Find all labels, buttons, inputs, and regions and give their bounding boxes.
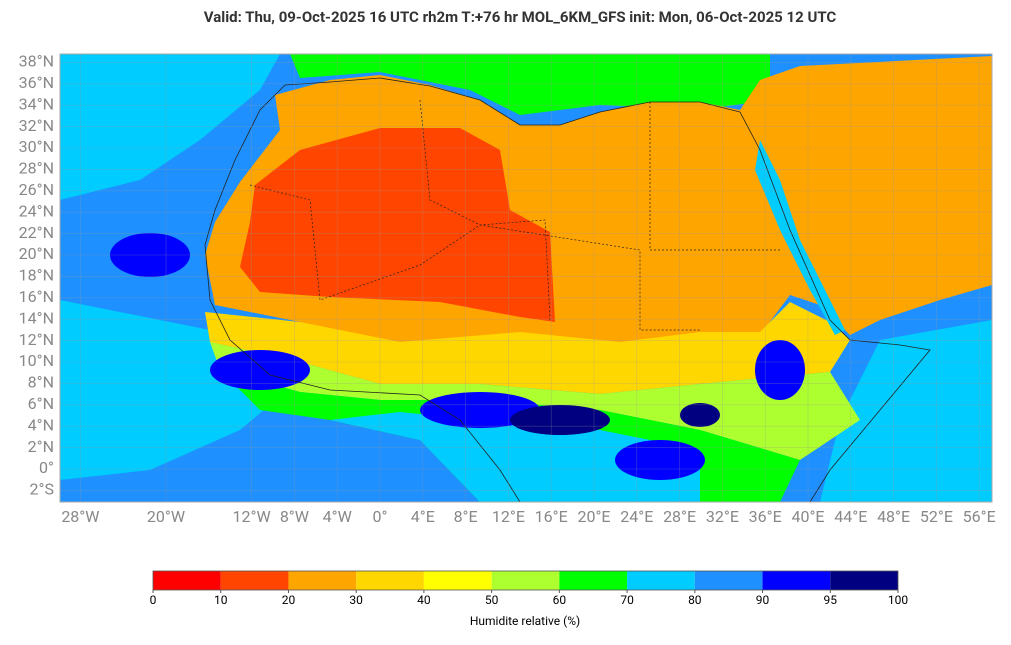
colorbar-tick-label: 30 [349, 593, 363, 607]
land-green-light [210, 342, 860, 460]
wet-patch [210, 350, 310, 390]
lat-label: 34°N [19, 94, 54, 113]
wet-patch [755, 340, 805, 400]
colorbar-segment [356, 571, 424, 590]
wet-patch [110, 233, 190, 277]
lon-label: 4°E [411, 507, 435, 526]
colorbar-segment [491, 571, 560, 590]
lon-label: 56°E [963, 507, 996, 526]
lat-label: 38°N [19, 52, 54, 71]
colorbar-segment [153, 571, 221, 590]
mediterranean [290, 54, 770, 115]
map-title: Valid: Thu, 09-Oct-2025 16 UTC rh2m T:+7… [204, 8, 837, 26]
lon-label: 32°E [706, 507, 739, 526]
lat-label: 32°N [19, 116, 54, 135]
border [249, 184, 551, 321]
wet-patch [510, 405, 610, 435]
lat-label: 28°N [19, 159, 54, 178]
lon-label: 0° [373, 507, 388, 526]
lon-label: 8°W [280, 507, 309, 526]
lon-label: 48°E [877, 507, 910, 526]
lat-label: 0° [39, 458, 54, 477]
lat-label: 24°N [19, 201, 54, 220]
lat-label: 18°N [19, 266, 54, 285]
lon-label: 28°W [61, 507, 99, 526]
lon-label: 16°E [535, 507, 568, 526]
lat-label: 2°N [28, 437, 54, 456]
coastline [284, 77, 741, 126]
land-wet [330, 412, 700, 502]
colorbar-segment [220, 571, 289, 590]
colorbar-tick-label: 20 [282, 593, 296, 607]
lon-label: 24°E [620, 507, 653, 526]
map: 38°N 36°N 34°N 32°N 30°N 28°N 26°N 24°N 22°N 20°N… [19, 52, 996, 527]
lat-label: 22°N [19, 223, 54, 242]
lat-label: 6°N [28, 394, 54, 413]
lon-label: 4°W [323, 507, 352, 526]
lat-label: 26°N [19, 180, 54, 199]
indian-cyan [820, 320, 992, 502]
red-sea [755, 140, 845, 335]
lon-label: 8°E [454, 507, 478, 526]
sea-cyan [60, 54, 280, 200]
colorbar-tick-label: 95 [824, 593, 838, 607]
lon-label: 52°E [920, 507, 953, 526]
colorbar-tick-label: 40 [417, 593, 431, 607]
map-frame [59, 53, 993, 503]
colorbar-segment [423, 571, 492, 590]
colorbar-tick-label: 50 [485, 593, 499, 607]
colorbar-segment [559, 571, 628, 590]
lon-label: 40°E [791, 507, 824, 526]
lat-label: 2°S [30, 480, 54, 499]
lat-label: 36°N [19, 73, 54, 92]
colorbar: 0 10 20 30 40 50 60 70 80 90 95 100 [150, 570, 908, 607]
wet-patch [615, 440, 705, 480]
wet-patch [680, 403, 720, 427]
colorbar-segment [288, 571, 357, 590]
land-sahel [205, 302, 850, 394]
colorbar-tick-label: 0 [150, 593, 157, 607]
lat-label: 8°N [28, 373, 54, 392]
colorbar-segment [830, 571, 898, 590]
lon-label: 20°E [577, 507, 610, 526]
lon-label: 28°E [663, 507, 696, 526]
land-very-dry [240, 128, 555, 322]
lat-label: 4°N [28, 415, 54, 434]
coastline [739, 111, 931, 502]
lon-label: 44°E [834, 507, 867, 526]
border [649, 102, 780, 251]
wet-patch [420, 392, 540, 428]
lon-label: 36°E [749, 507, 782, 526]
colorbar-segment [762, 571, 831, 590]
colorbar-frame [152, 570, 899, 591]
atlantic-cyan [60, 300, 300, 480]
lat-label: 12°N [19, 330, 54, 349]
lat-label: 20°N [19, 244, 54, 263]
colorbar-tick-label: 70 [620, 593, 634, 607]
colorbar-label: Humidite relative (%) [470, 614, 580, 628]
colorbar-tick-label: 60 [553, 593, 567, 607]
lat-label: 14°N [19, 308, 54, 327]
colorbar-segment [627, 571, 695, 590]
colorbar-segment [694, 571, 763, 590]
lon-label: 12°W [233, 507, 271, 526]
colorbar-tick-label: 90 [756, 593, 770, 607]
colorbar-tick-label: 80 [688, 593, 702, 607]
colorbar-tick-label: 10 [214, 593, 228, 607]
lon-label: 20°W [147, 507, 185, 526]
lat-label: 16°N [19, 287, 54, 306]
lat-label: 10°N [19, 351, 54, 370]
coastline [204, 84, 521, 502]
colorbar-tick-label: 100 [888, 593, 908, 607]
lon-label: 12°E [492, 507, 525, 526]
border [419, 99, 700, 331]
lat-label: 30°N [19, 137, 54, 156]
